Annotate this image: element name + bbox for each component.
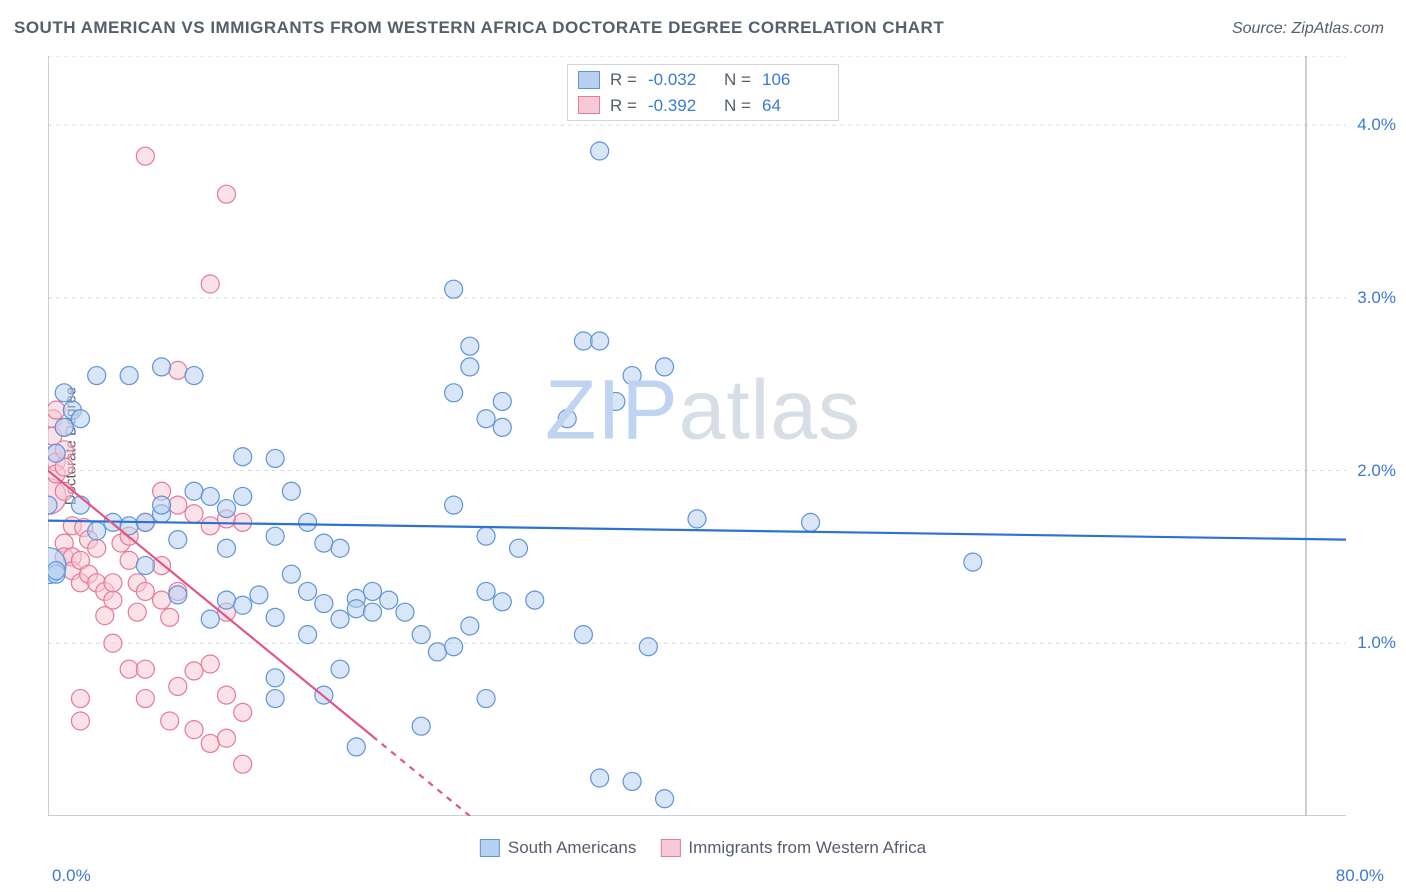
source-attribution: Source: ZipAtlas.com: [1232, 20, 1384, 38]
legend-item: South Americans: [480, 838, 637, 858]
legend-series: South Americans Immigrants from Western A…: [480, 838, 926, 858]
legend-label: Immigrants from Western Africa: [688, 838, 926, 858]
legend-n-label: N =: [724, 93, 752, 119]
legend-stats: R = -0.032 N = 106 R = -0.392 N = 64: [567, 64, 839, 121]
plot-area: [48, 56, 1346, 816]
x-axis-max-label: 80.0%: [1336, 866, 1384, 886]
legend-n-value: 64: [762, 93, 828, 119]
legend-swatch: [578, 96, 600, 114]
y-tick-label: 4.0%: [1357, 115, 1396, 135]
y-tick-label: 2.0%: [1357, 461, 1396, 481]
legend-swatch: [578, 71, 600, 89]
y-tick-label: 3.0%: [1357, 288, 1396, 308]
legend-r-value: -0.392: [648, 93, 714, 119]
legend-n-label: N =: [724, 67, 752, 93]
legend-label: South Americans: [508, 838, 637, 858]
legend-n-value: 106: [762, 67, 828, 93]
scatter-plot-svg: [48, 56, 1346, 816]
legend-stat-row: R = -0.032 N = 106: [578, 67, 828, 93]
chart-title: SOUTH AMERICAN VS IMMIGRANTS FROM WESTER…: [14, 18, 944, 38]
legend-item: Immigrants from Western Africa: [660, 838, 926, 858]
legend-swatch: [480, 839, 500, 857]
legend-swatch: [660, 839, 680, 857]
y-tick-label: 1.0%: [1357, 633, 1396, 653]
x-axis-min-label: 0.0%: [52, 866, 91, 886]
legend-r-value: -0.032: [648, 67, 714, 93]
legend-stat-row: R = -0.392 N = 64: [578, 93, 828, 119]
legend-r-label: R =: [610, 93, 638, 119]
legend-r-label: R =: [610, 67, 638, 93]
